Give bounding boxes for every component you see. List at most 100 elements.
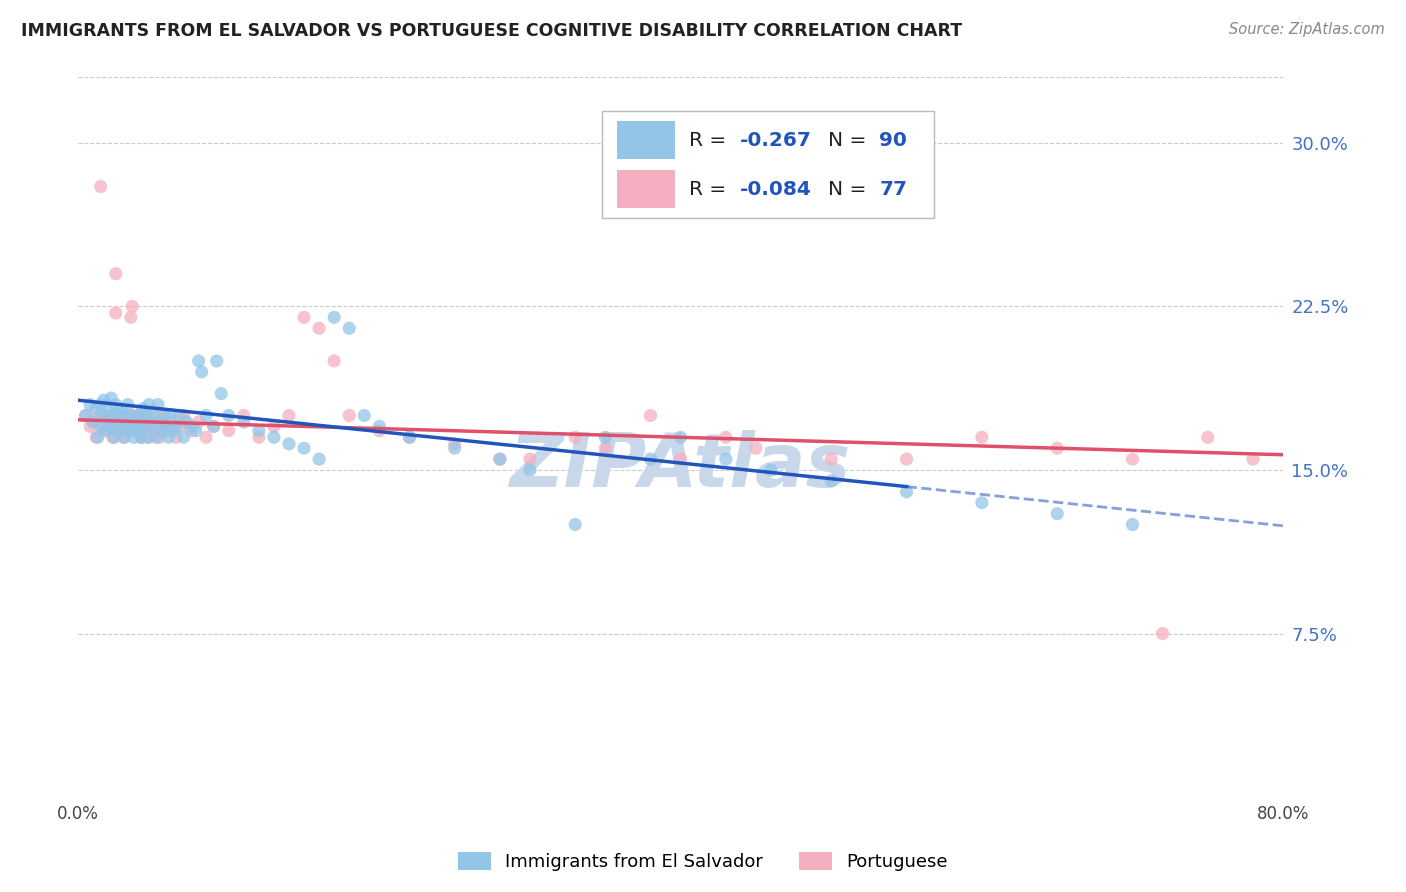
Point	[91, 419, 114, 434]
Point	[75, 409, 97, 423]
Point	[105, 409, 128, 423]
Point	[84, 430, 107, 444]
Point	[247, 424, 270, 438]
Point	[820, 452, 842, 467]
Point	[90, 398, 112, 412]
Point	[117, 424, 139, 438]
Point	[202, 419, 225, 434]
Point	[443, 441, 465, 455]
Point	[155, 409, 177, 423]
Point	[142, 409, 165, 423]
Point	[1241, 452, 1264, 467]
Point	[263, 419, 285, 434]
Point	[101, 430, 124, 444]
Point	[1046, 507, 1069, 521]
Text: IMMIGRANTS FROM EL SALVADOR VS PORTUGUESE COGNITIVE DISABILITY CORRELATION CHART: IMMIGRANTS FROM EL SALVADOR VS PORTUGUES…	[21, 22, 962, 40]
Point	[153, 409, 176, 423]
Point	[107, 424, 129, 438]
Point	[820, 474, 842, 488]
Point	[90, 179, 112, 194]
FancyBboxPatch shape	[617, 170, 675, 208]
Point	[184, 424, 207, 438]
Point	[176, 415, 198, 429]
Point	[86, 430, 108, 444]
Point	[489, 452, 512, 467]
Point	[232, 415, 254, 429]
Point	[180, 424, 202, 438]
Point	[115, 409, 138, 423]
Point	[132, 419, 155, 434]
Point	[146, 398, 169, 412]
Point	[173, 430, 195, 444]
Point	[595, 430, 617, 444]
Point	[82, 415, 104, 429]
Point	[115, 415, 138, 429]
Point	[139, 415, 162, 429]
Point	[114, 430, 136, 444]
Point	[195, 430, 218, 444]
Point	[1121, 452, 1143, 467]
Legend: Immigrants from El Salvador, Portuguese: Immigrants from El Salvador, Portuguese	[451, 845, 955, 879]
Point	[79, 398, 101, 412]
Point	[120, 310, 142, 325]
Point	[97, 424, 120, 438]
Point	[970, 430, 993, 444]
Point	[94, 409, 117, 423]
Point	[368, 419, 391, 434]
Point	[100, 419, 122, 434]
Point	[169, 419, 191, 434]
Point	[205, 354, 228, 368]
Point	[519, 452, 541, 467]
Point	[104, 267, 127, 281]
Point	[135, 409, 157, 423]
Point	[292, 441, 315, 455]
Point	[564, 430, 586, 444]
Point	[127, 424, 149, 438]
Point	[100, 391, 122, 405]
Point	[443, 437, 465, 451]
Point	[353, 409, 375, 423]
Point	[1046, 441, 1069, 455]
Point	[131, 430, 153, 444]
Point	[93, 393, 115, 408]
Point	[103, 419, 125, 434]
Point	[152, 419, 174, 434]
Point	[82, 415, 104, 429]
Point	[112, 419, 135, 434]
Point	[97, 413, 120, 427]
Point	[148, 430, 170, 444]
Point	[120, 409, 142, 423]
Point	[159, 409, 181, 423]
Point	[122, 409, 145, 423]
Point	[104, 398, 127, 412]
Point	[595, 441, 617, 455]
Point	[398, 430, 420, 444]
Point	[127, 415, 149, 429]
Point	[138, 430, 160, 444]
Point	[165, 430, 187, 444]
Point	[120, 419, 142, 434]
Text: R =: R =	[689, 179, 733, 199]
Point	[398, 430, 420, 444]
Point	[323, 354, 346, 368]
Point	[149, 415, 172, 429]
Text: N =: N =	[828, 179, 872, 199]
Point	[232, 409, 254, 423]
Point	[308, 452, 330, 467]
Text: ZIPAtlas: ZIPAtlas	[510, 430, 851, 502]
Point	[124, 419, 146, 434]
Point	[337, 321, 360, 335]
Point	[134, 419, 156, 434]
Point	[121, 413, 143, 427]
Point	[640, 409, 662, 423]
Point	[100, 409, 122, 423]
Text: Source: ZipAtlas.com: Source: ZipAtlas.com	[1229, 22, 1385, 37]
Point	[745, 441, 768, 455]
Point	[114, 419, 136, 434]
Point	[759, 463, 782, 477]
Point	[112, 430, 135, 444]
Point	[202, 419, 225, 434]
Point	[127, 409, 149, 423]
Point	[896, 452, 918, 467]
Point	[896, 484, 918, 499]
